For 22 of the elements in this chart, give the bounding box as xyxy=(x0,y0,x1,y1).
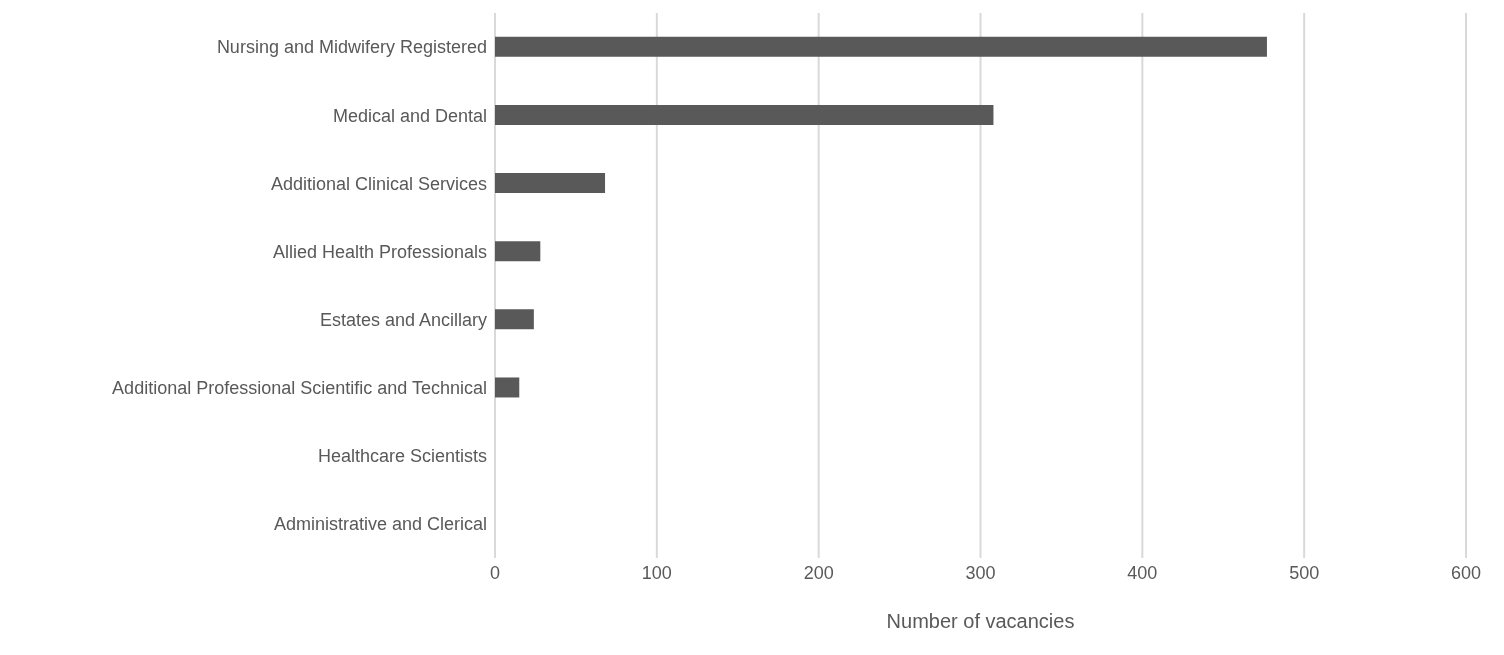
y-tick-label: Additional Professional Scientific and Technical xyxy=(112,378,487,399)
x-axis-title: Number of vacancies xyxy=(886,610,1075,632)
x-tick-label: 200 xyxy=(803,562,834,583)
y-tick-label: Medical and Dental xyxy=(332,105,487,126)
y-tick-label: Estates and Ancillary xyxy=(319,309,487,330)
x-tick-label: 300 xyxy=(965,562,996,583)
bar xyxy=(495,241,541,262)
bar xyxy=(495,309,534,330)
y-tick-label: Additional Clinical Services xyxy=(270,173,487,194)
bar xyxy=(495,173,606,194)
x-tick-label: 500 xyxy=(1289,562,1320,583)
bar xyxy=(495,36,1267,57)
x-tick-label: 400 xyxy=(1127,562,1158,583)
y-tick-label: Healthcare Scientists xyxy=(317,446,487,467)
y-tick-label: Administrative and Clerical xyxy=(273,514,487,535)
x-tick-label: 0 xyxy=(489,562,501,583)
x-tick-label: 600 xyxy=(1450,562,1482,583)
y-tick-label: Allied Health Professionals xyxy=(272,241,487,262)
bar xyxy=(495,377,520,398)
y-tick-label: Nursing and Midwifery Registered xyxy=(216,37,487,58)
x-tick-label: 100 xyxy=(641,562,672,583)
bar xyxy=(495,104,994,125)
